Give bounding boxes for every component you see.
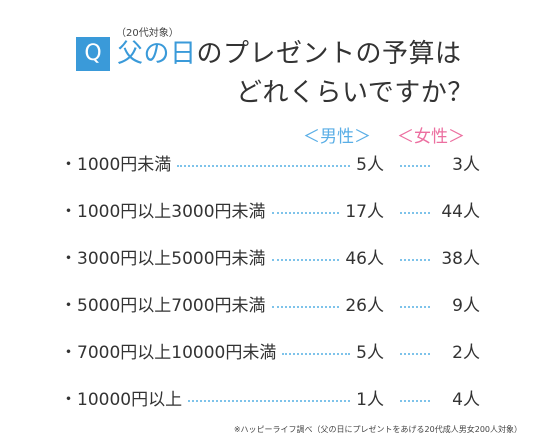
male-count: 17人 [345, 202, 384, 222]
dotted-leader [177, 165, 350, 167]
row-label: ・7000円以上10000円未満 [60, 340, 283, 366]
female-count: 3人 [452, 155, 480, 175]
row-label: ・1000円未満 [60, 152, 178, 178]
female-count: 44人 [441, 202, 480, 222]
row-label: ・3000円以上5000円未満 [60, 246, 272, 272]
table-row: ・5000円以上7000円未満 26人 9人 [60, 293, 480, 319]
male-count: 1人 [356, 390, 384, 410]
table-row: ・1000円以上3000円未満 17人 44人 [60, 199, 480, 225]
female-count: 2人 [452, 343, 480, 363]
male-count: 46人 [345, 249, 384, 269]
dotted-leader [188, 400, 350, 402]
dotted-leader [282, 353, 350, 355]
question-badge: Q [76, 37, 110, 71]
table-row: ・10000円以上 1人 4人 [60, 387, 480, 413]
dotted-leader [400, 259, 430, 261]
dotted-leader [400, 306, 430, 308]
title-rest: のプレゼントの予算は [196, 39, 462, 69]
male-count: 5人 [356, 155, 384, 175]
title-highlight: 父の日 [117, 39, 197, 69]
row-label: ・1000円以上3000円未満 [60, 199, 272, 225]
female-count: 4人 [452, 390, 480, 410]
target-note: （20代対象） [116, 28, 179, 39]
row-label: ・5000円以上7000円未満 [60, 293, 272, 319]
page-title-line2: どれくらいですか？ [236, 78, 474, 108]
dotted-leader [272, 259, 339, 261]
dotted-leader [400, 400, 430, 402]
table-row: ・1000円未満 5人 3人 [60, 152, 480, 178]
dotted-leader [400, 165, 430, 167]
female-count: 38人 [441, 249, 480, 269]
dotted-leader [400, 212, 430, 214]
source-note: ※ハッピーライフ調べ（父の日にプレゼントをあげる20代成人男女200人対象） [233, 425, 522, 434]
dotted-leader [400, 353, 430, 355]
dotted-leader [272, 306, 339, 308]
legend-female: ＜女性＞ [397, 127, 465, 147]
table-row: ・3000円以上5000円未満 46人 38人 [60, 246, 480, 272]
legend-male: ＜男性＞ [303, 127, 371, 147]
row-label: ・10000円以上 [60, 387, 189, 413]
page-title: 父の日のプレゼントの予算は [117, 37, 462, 71]
table-row: ・7000円以上10000円未満 5人 2人 [60, 340, 480, 366]
male-count: 5人 [356, 343, 384, 363]
female-count: 9人 [452, 296, 480, 316]
male-count: 26人 [345, 296, 384, 316]
dotted-leader [272, 212, 339, 214]
